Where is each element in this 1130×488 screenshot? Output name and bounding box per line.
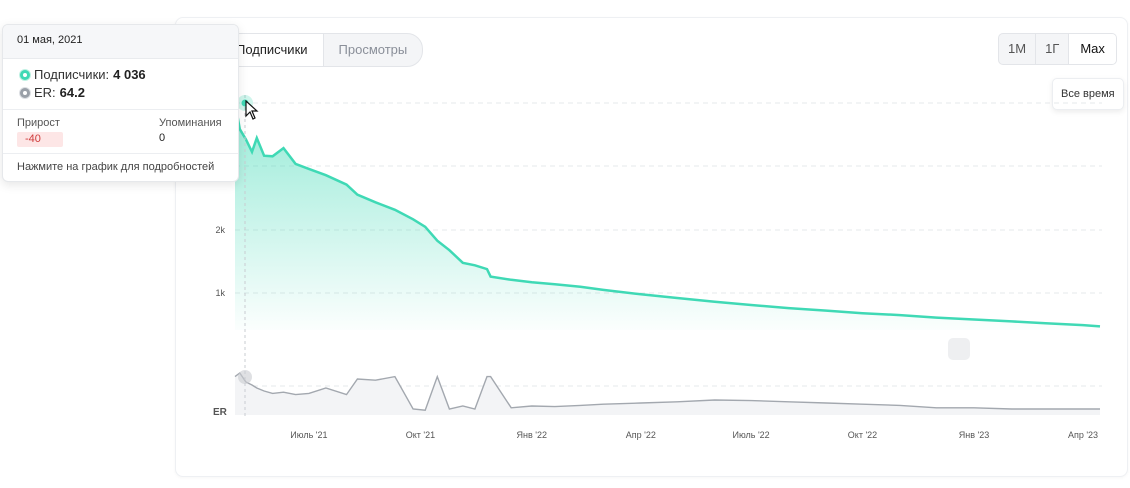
tab-views[interactable]: Просмотры	[338, 42, 408, 57]
y-tick-label: 1k	[215, 288, 225, 298]
er-dot-icon	[20, 87, 30, 98]
er-hover-point	[238, 370, 252, 384]
tooltip-divider	[3, 109, 238, 110]
x-tick-label: Апр '23	[1068, 430, 1098, 440]
x-tick-label: Янв '22	[517, 430, 547, 440]
tooltip-er-value: 64.2	[59, 85, 85, 100]
x-tick-label: Янв '23	[959, 430, 989, 440]
y-tick-label: 2k	[215, 225, 225, 235]
x-tick-label: Апр '22	[626, 430, 656, 440]
x-tick-label: Окт '21	[406, 430, 435, 440]
tooltip-subscribers-value: 4 036	[113, 67, 146, 82]
range-1m-button[interactable]: 1М	[999, 34, 1037, 64]
range-1y-button[interactable]: 1Г	[1036, 34, 1070, 64]
tooltip-growth-label: Прирост	[17, 117, 60, 129]
er-area	[235, 373, 1100, 415]
tooltip-subscribers-label: Подписчики:	[34, 67, 110, 82]
subscribers-line	[233, 101, 1101, 328]
tooltip-divider	[3, 153, 238, 154]
range-selector: 1М 1Г Max	[998, 33, 1117, 65]
subscribers-area	[235, 101, 1100, 330]
tooltip-mentions-value: 0	[159, 132, 166, 144]
tooltip-er-row: ER: 64.2	[20, 85, 85, 100]
tooltip-date: 01 мая, 2021	[3, 25, 238, 59]
metric-toggle: Подписчики Просмотры	[205, 33, 424, 67]
watermark	[948, 338, 970, 360]
mouse-cursor-icon	[245, 100, 259, 120]
x-tick-label: Июль '21	[290, 430, 327, 440]
tooltip-hint: Нажмите на график для подробностей	[17, 161, 215, 173]
er-axis-label: ER	[213, 407, 228, 418]
tooltip-growth-value: -40	[17, 132, 63, 147]
hover-tooltip: 01 мая, 2021 Подписчики: 4 036 ER: 64.2 …	[2, 24, 239, 182]
tooltip-er-label: ER:	[34, 85, 56, 100]
range-max-button[interactable]: Max	[1069, 34, 1116, 64]
tooltip-mentions-label: Упоминания	[159, 117, 222, 129]
er-line	[234, 371, 1100, 411]
x-tick-label: Окт '22	[848, 430, 877, 440]
subscribers-dot-icon	[20, 69, 30, 80]
watermark-logo-icon	[948, 338, 970, 360]
range-max-tooltip: Все время	[1052, 78, 1124, 110]
x-tick-label: Июль '22	[732, 430, 769, 440]
tooltip-subscribers-row: Подписчики: 4 036	[20, 67, 146, 82]
